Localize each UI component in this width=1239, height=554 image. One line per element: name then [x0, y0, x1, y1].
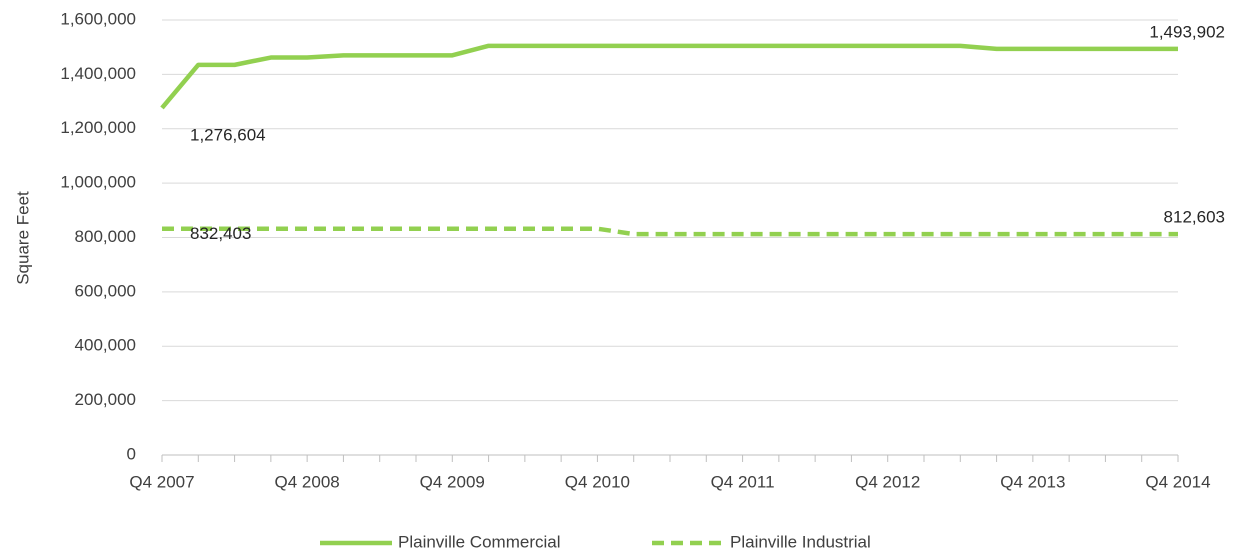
y-tick-label: 1,400,000 [60, 64, 136, 83]
legend-label: Plainville Commercial [398, 532, 561, 551]
data-label: 812,603 [1164, 208, 1225, 227]
series-line [162, 226, 1178, 237]
data-label: 832,403 [190, 224, 251, 243]
legend-label: Plainville Industrial [730, 532, 871, 551]
x-tick-label: Q4 2008 [275, 472, 340, 491]
x-tick-label: Q4 2009 [420, 472, 485, 491]
data-label: 1,276,604 [190, 125, 266, 144]
x-tick-label: Q4 2012 [855, 472, 920, 491]
y-tick-label: 0 [127, 444, 136, 463]
y-tick-label: 600,000 [75, 281, 136, 300]
y-axis-label: Square Feet [13, 191, 32, 285]
y-tick-label: 400,000 [75, 336, 136, 355]
x-tick-label: Q4 2010 [565, 472, 630, 491]
y-tick-label: 1,200,000 [60, 118, 136, 137]
x-tick-label: Q4 2014 [1145, 472, 1210, 491]
x-tick-label: Q4 2013 [1000, 472, 1065, 491]
y-tick-label: 1,600,000 [60, 9, 136, 28]
y-tick-label: 800,000 [75, 227, 136, 246]
y-tick-label: 1,000,000 [60, 173, 136, 192]
x-tick-label: Q4 2011 [711, 472, 775, 491]
y-tick-label: 200,000 [75, 390, 136, 409]
series-line [160, 43, 1178, 110]
x-tick-label: Q4 2007 [129, 472, 194, 491]
data-label: 1,493,902 [1149, 22, 1225, 41]
